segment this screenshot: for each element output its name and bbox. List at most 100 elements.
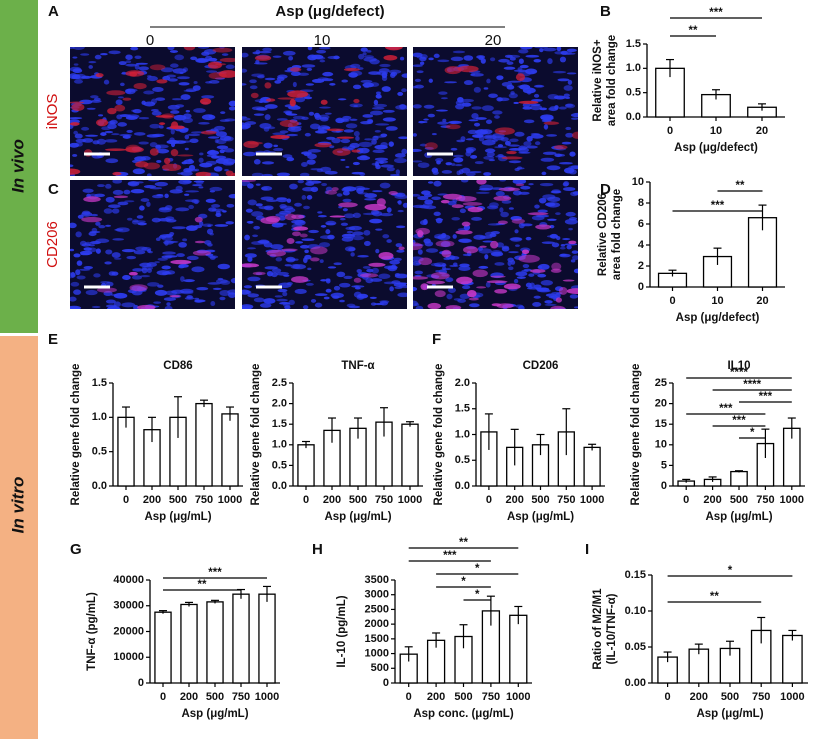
x-tick-label: 750	[756, 494, 774, 506]
nucleus	[540, 116, 554, 121]
nucleus	[532, 301, 542, 307]
panel-letter: F	[432, 331, 441, 348]
nucleus	[295, 241, 304, 244]
nucleus	[370, 302, 377, 306]
nucleus	[357, 254, 369, 258]
nucleus	[556, 47, 562, 52]
nucleus	[79, 250, 93, 256]
nucleus	[71, 74, 81, 80]
nucleus	[182, 238, 188, 242]
nucleus	[279, 130, 289, 134]
nucleus	[194, 168, 200, 172]
significance-label: *	[750, 427, 755, 439]
y-tick-label: 2500	[365, 603, 389, 615]
nucleus	[105, 299, 116, 304]
nucleus	[228, 194, 235, 199]
nucleus	[177, 76, 190, 80]
stain	[107, 107, 117, 115]
nucleus	[198, 157, 204, 163]
stain	[418, 257, 433, 266]
nucleus	[302, 305, 309, 309]
x-tick-label: 0	[667, 125, 673, 137]
y-axis-label: Relative iNOS+	[592, 39, 604, 121]
nucleus	[329, 83, 336, 86]
nucleus	[282, 50, 296, 56]
stain	[568, 240, 577, 245]
stain	[281, 248, 298, 252]
nucleus	[389, 259, 401, 265]
nucleus	[338, 282, 351, 288]
nucleus	[187, 133, 201, 137]
nucleus	[290, 126, 296, 131]
stain	[550, 268, 562, 273]
y-tick-label: 1.5	[626, 38, 641, 50]
nucleus	[156, 270, 171, 276]
nucleus	[220, 111, 226, 115]
nucleus	[167, 78, 178, 82]
bar	[154, 611, 172, 684]
y-tick-label: 0.5	[272, 459, 287, 471]
nucleus	[70, 296, 77, 302]
nucleus	[105, 183, 112, 189]
y-tick-label: 20	[655, 398, 667, 410]
nucleus	[214, 224, 229, 227]
x-tick-label: 750	[752, 691, 770, 703]
nucleus	[87, 247, 97, 253]
nucleus	[313, 112, 320, 118]
stain	[286, 237, 295, 245]
nucleus	[478, 187, 493, 191]
nucleus	[352, 84, 362, 90]
nucleus	[277, 288, 288, 293]
nucleus	[131, 275, 143, 280]
nucleus	[325, 288, 332, 293]
stain	[571, 131, 578, 139]
nucleus	[81, 210, 91, 215]
nucleus	[541, 171, 547, 176]
nucleus	[79, 268, 91, 271]
nucleus	[452, 50, 466, 54]
nucleus	[99, 53, 108, 56]
nucleus	[97, 184, 105, 188]
nucleus	[157, 284, 164, 288]
nucleus	[348, 305, 361, 309]
nucleus	[512, 180, 527, 185]
nucleus	[457, 96, 464, 103]
panel-letter: C	[48, 181, 59, 198]
stain	[247, 141, 263, 145]
nucleus	[306, 67, 313, 71]
nucleus	[349, 142, 360, 148]
nucleus	[460, 180, 469, 183]
nucleus	[215, 131, 228, 137]
nucleus	[382, 117, 396, 122]
nucleus	[428, 78, 433, 83]
stain	[457, 65, 479, 73]
nucleus	[333, 262, 342, 266]
y-tick-label: 25	[655, 377, 667, 389]
x-tick-label: 1000	[398, 494, 422, 506]
nucleus	[372, 190, 383, 193]
stain	[398, 246, 405, 250]
nucleus	[127, 180, 140, 187]
x-tick-label: 1000	[780, 494, 804, 506]
nucleus	[427, 181, 434, 184]
nucleus	[528, 273, 535, 277]
stain	[455, 230, 473, 235]
nucleus	[424, 241, 434, 247]
nucleus	[261, 186, 268, 191]
nucleus	[372, 149, 385, 154]
stain	[277, 97, 296, 100]
nucleus	[303, 96, 313, 100]
nucleus	[170, 63, 179, 68]
nucleus	[195, 181, 204, 185]
nucleus	[88, 61, 97, 64]
y-tick-label: 6	[638, 218, 644, 230]
y-axis-label: TNF-α (pg/mL)	[86, 592, 98, 671]
nucleus	[340, 222, 349, 226]
nucleus	[569, 151, 576, 157]
stain	[497, 220, 508, 225]
stain	[96, 287, 117, 293]
nucleus	[307, 180, 322, 184]
nucleus	[155, 237, 161, 242]
nucleus	[565, 96, 570, 99]
y-tick-label: 1.0	[455, 428, 470, 440]
